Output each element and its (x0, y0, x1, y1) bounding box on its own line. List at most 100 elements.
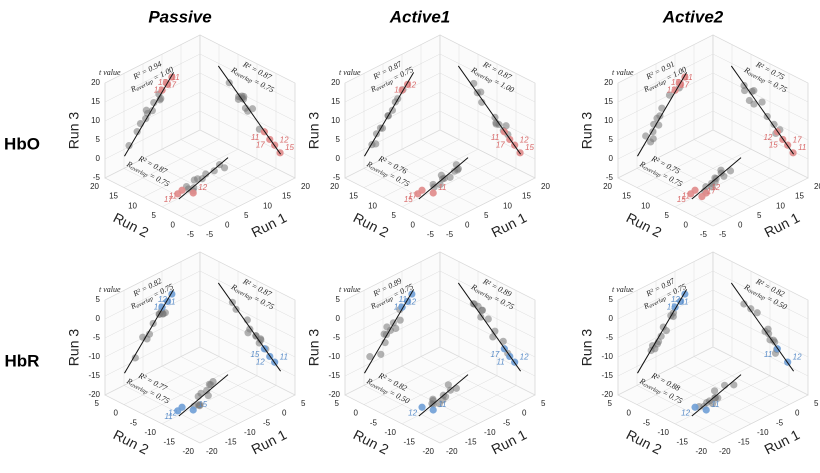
point-label: 17 (496, 141, 505, 150)
z-tick-label: 0 (609, 154, 614, 163)
point-label: 11 (280, 352, 288, 361)
grid-line (439, 177, 536, 227)
point-label: 15 (667, 302, 676, 311)
point (125, 142, 133, 150)
point (658, 104, 666, 112)
grid-line (693, 385, 790, 434)
y-tick-label: 15 (109, 192, 118, 201)
point-label: 12 (671, 295, 680, 304)
grid-line (104, 327, 201, 377)
panel: -5 0 5 10 15 20 20 15 10 5 0 -5 -5 0 5 10 15 20 Run 3 Run 2… (306, 34, 550, 241)
y-tick-label: 5 (152, 211, 157, 220)
y-tick-label: 20 (90, 182, 99, 191)
point-label: 11 (171, 73, 179, 82)
z-tick-label: 0 (336, 314, 341, 323)
point (446, 173, 454, 181)
grid-line (199, 327, 296, 377)
grid-line (617, 251, 714, 301)
row-label: HbR (5, 351, 40, 370)
point (665, 91, 674, 99)
x-axis-label: Run 1 (249, 209, 290, 240)
grid-line (199, 129, 296, 179)
grid-line (344, 270, 441, 320)
z-axis-label: Run 3 (66, 112, 82, 150)
grid-line (199, 251, 296, 301)
x-tick-label: -5 (503, 418, 511, 427)
point-label: 11 (680, 297, 688, 306)
x-tick-label: -5 (719, 230, 727, 239)
grid-line (655, 158, 752, 208)
x-tick-label: 15 (795, 192, 804, 201)
grid-line (655, 148, 752, 198)
grid-line (712, 346, 809, 396)
grid-line (104, 91, 201, 141)
highlight-point (698, 193, 706, 201)
x-tick-label: -15 (225, 438, 237, 447)
grid-line (180, 385, 277, 434)
grid-line (712, 270, 809, 320)
y-tick-label: -15 (403, 438, 415, 447)
z-tick-label: -15 (328, 371, 340, 380)
point-label: 11 (438, 400, 446, 409)
z-tick-label: -10 (601, 352, 613, 361)
overlap-symbol: R (368, 84, 377, 95)
overlap-symbol: R (128, 84, 137, 95)
x-tick-label: 5 (541, 399, 546, 408)
point-label: 12 (667, 85, 676, 94)
grid-line (142, 158, 239, 208)
point (730, 381, 738, 389)
point (741, 86, 749, 95)
x-tick-label: 0 (225, 221, 230, 230)
point (499, 337, 507, 345)
highlight-point (189, 406, 197, 414)
grid-line (104, 177, 201, 227)
z-tick-label: 5 (336, 135, 341, 144)
point-label: 17 (408, 191, 417, 200)
point (190, 176, 198, 184)
point (202, 170, 210, 178)
point (710, 387, 719, 395)
z-tick-label: 0 (96, 314, 101, 323)
z-tick-label: -15 (88, 371, 100, 380)
point (378, 124, 387, 132)
grid-line (439, 251, 536, 301)
y-tick-label: 0 (171, 221, 176, 230)
point (758, 98, 766, 106)
z-tick-label: 5 (336, 295, 341, 304)
grid-line (655, 375, 752, 425)
point-label: 12 (793, 352, 802, 361)
z-tick-label: 20 (91, 78, 100, 87)
y-tick-label: 0 (684, 221, 689, 230)
grid-line (617, 394, 714, 444)
point (196, 401, 204, 409)
grid-line (199, 53, 296, 103)
z-tick-label: 10 (91, 116, 100, 125)
point-label: 11 (711, 400, 719, 409)
point (747, 305, 755, 313)
y-axis-label: Run 2 (624, 209, 665, 240)
point-label: 11 (399, 295, 407, 304)
t-value-label: t value (99, 285, 121, 294)
x-tick-label: 15 (522, 192, 531, 201)
panel: -5 0 5 10 15 20 20 15 10 5 0 -5 -5 0 5 10 15 20 Run 3 Run 2… (579, 34, 820, 241)
point-label: 17 (793, 135, 802, 144)
fit-line (691, 157, 742, 200)
y-tick-label: -5 (427, 230, 435, 239)
y-tick-label: 5 (335, 399, 340, 408)
grid-line (123, 385, 220, 434)
x-tick-label: 10 (263, 201, 272, 210)
z-tick-label: 0 (609, 314, 614, 323)
highlight-point (174, 190, 182, 198)
point-label: 17 (256, 141, 265, 150)
grid-line (636, 168, 733, 217)
point-label: 11 (682, 191, 690, 200)
grid-line (363, 168, 460, 217)
point (429, 395, 437, 403)
grid-line (382, 365, 479, 415)
grid-line (199, 289, 296, 339)
y-tick-label: 5 (665, 211, 670, 220)
grid-line (693, 168, 790, 217)
z-axis-label: Run 3 (579, 329, 595, 367)
y-tick-label: -20 (182, 447, 194, 456)
grid-line (712, 34, 809, 84)
